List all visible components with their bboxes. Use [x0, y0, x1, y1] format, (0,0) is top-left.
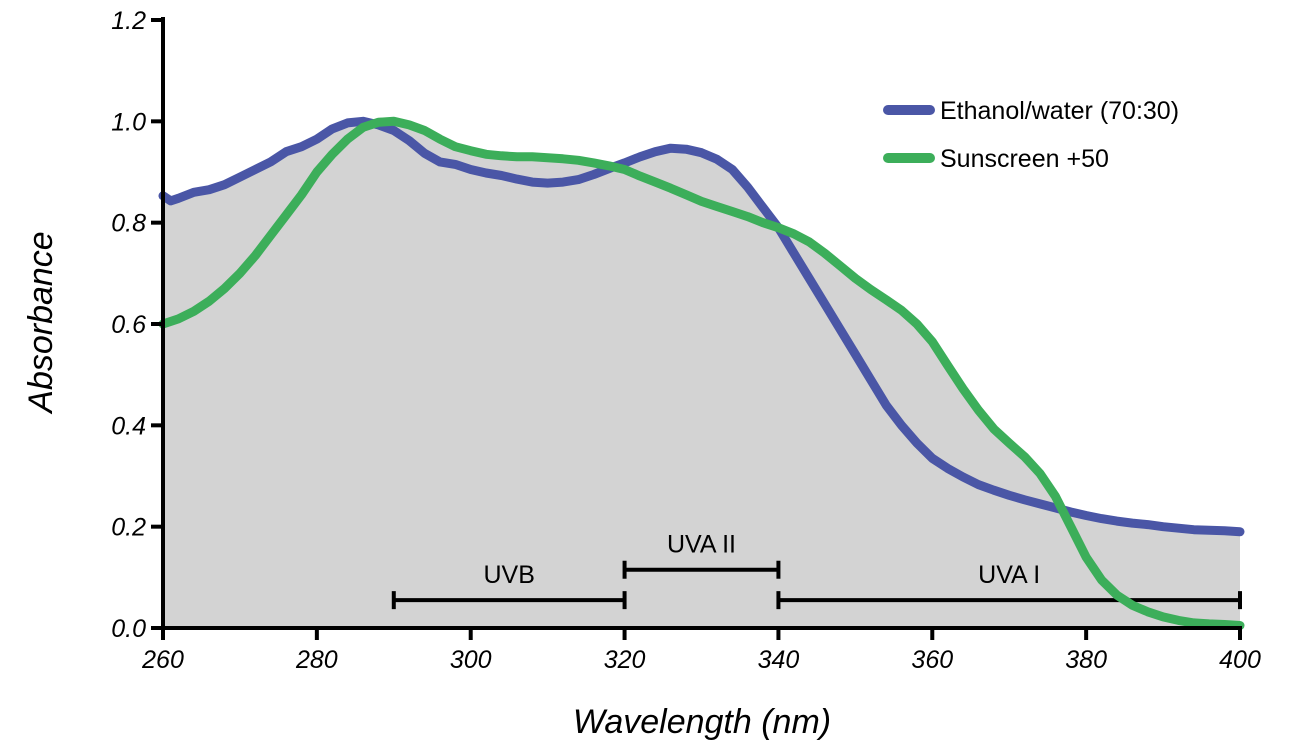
x-tick-label: 300 — [450, 646, 492, 674]
legend-item-1: Sunscreen +50 — [883, 145, 1109, 173]
y-tick-label: 0.8 — [111, 210, 146, 238]
series-line-1 — [158, 116, 1245, 630]
shaded-area — [163, 121, 1240, 629]
x-tick-label: 280 — [295, 646, 338, 674]
band-label: UVA I — [978, 561, 1040, 589]
plot-area — [163, 121, 1240, 629]
y-tick-label: 0.6 — [111, 311, 146, 339]
y-tick-label: 0.4 — [111, 412, 146, 440]
band-0: UVB — [391, 561, 627, 610]
x-axis-title: Wavelength (nm) — [573, 703, 831, 741]
band-2: UVA I — [776, 561, 1242, 610]
y-tick-label: 1.0 — [111, 108, 146, 136]
x-tick-label: 260 — [141, 646, 184, 674]
band-label: UVA II — [667, 531, 736, 559]
legend-label: Ethanol/water (70:30) — [940, 97, 1179, 125]
axes-layer: 0.0 0.2 0.4 0.6 0.8 1.0 1.2 260 280 300 320 340 360 3… — [111, 7, 1261, 674]
y-tick-label: 1.2 — [111, 7, 146, 35]
y-axis-title: Absorbance — [22, 231, 60, 414]
x-tick-label: 380 — [1065, 646, 1107, 674]
legend-item-0: Ethanol/water (70:30) — [883, 97, 1179, 125]
x-tick-label: 340 — [758, 646, 800, 674]
x-tick-label: 320 — [604, 646, 646, 674]
y-tick-label: 0.2 — [111, 514, 146, 542]
x-tick-label: 360 — [911, 646, 953, 674]
x-tick-label: 400 — [1219, 646, 1261, 674]
series-layer — [158, 116, 1245, 630]
legend: Ethanol/water (70:30) Sunscreen +50 — [883, 97, 1179, 173]
legend-label: Sunscreen +50 — [940, 145, 1109, 173]
bands-layer: UVB UVA II UVA I — [391, 531, 1242, 610]
y-tick-label: 0.0 — [111, 615, 146, 643]
band-1: UVA II — [622, 531, 781, 579]
band-label: UVB — [483, 561, 534, 589]
